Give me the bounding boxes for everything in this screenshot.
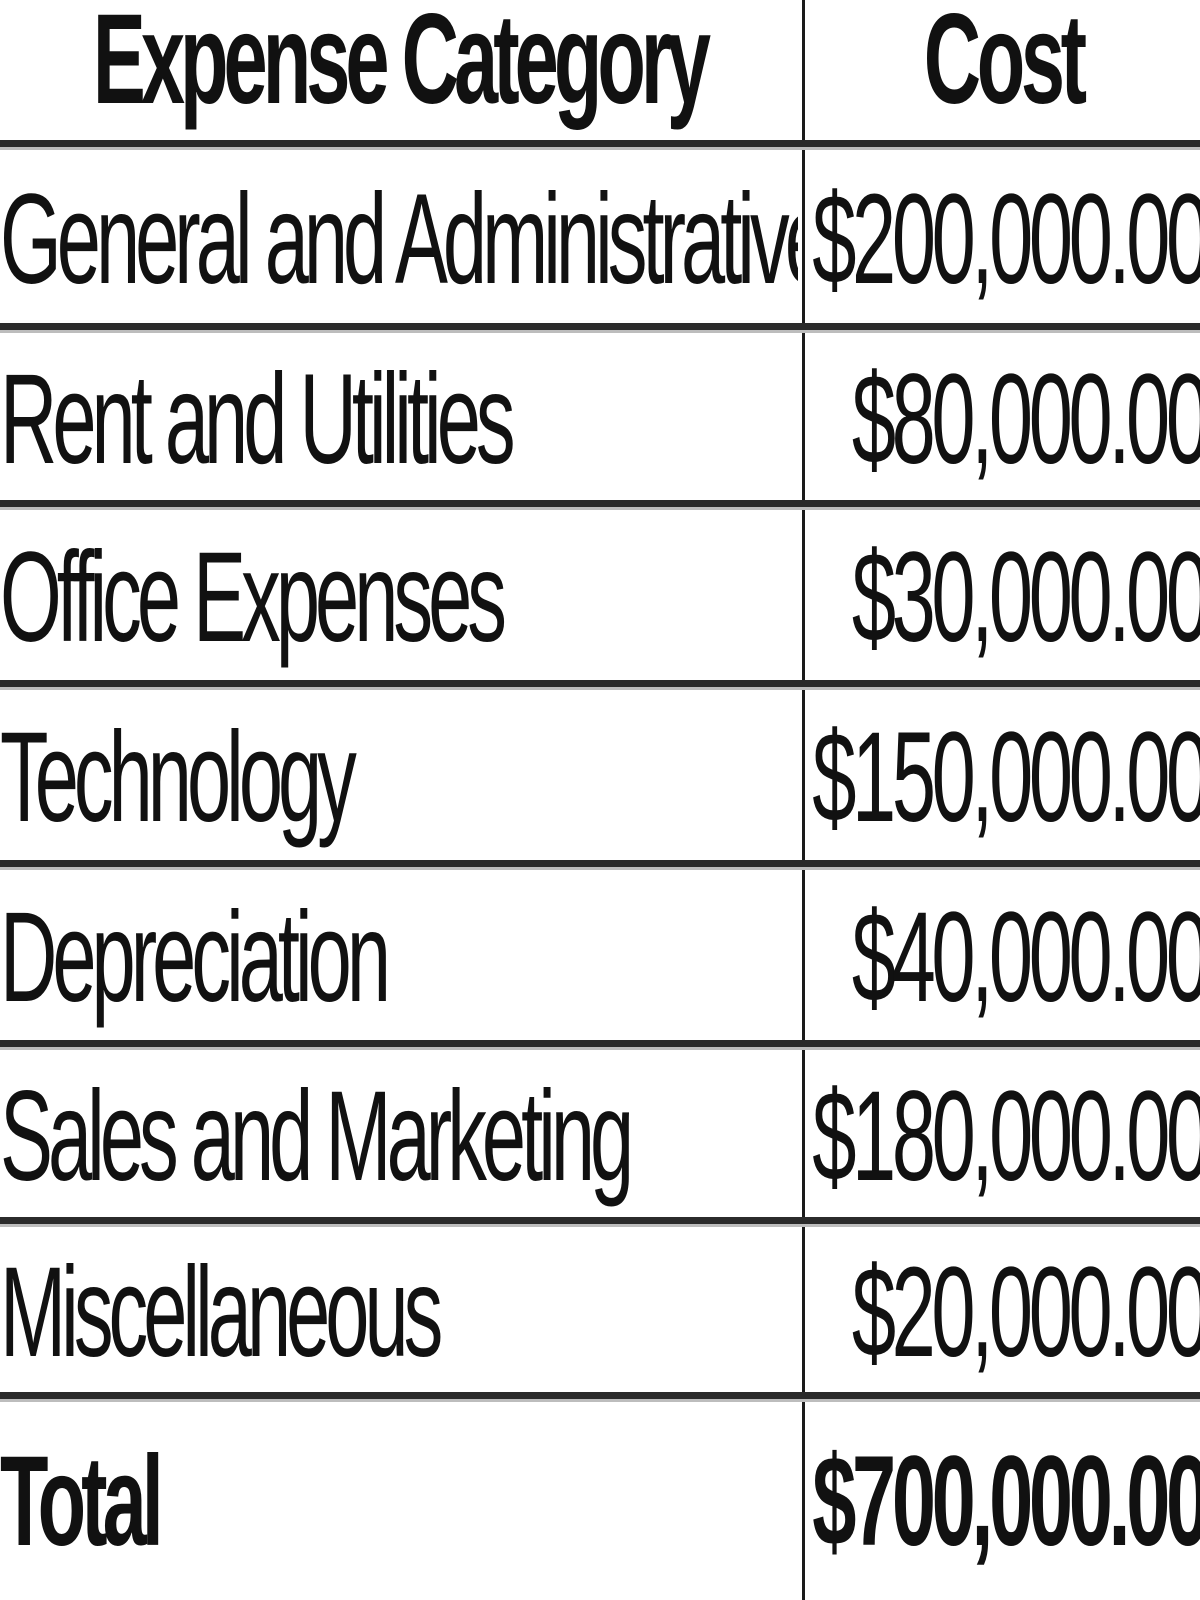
table-row: Miscellaneous $20,000.00 [0, 1227, 1200, 1397]
row-cost: $30,000.00 [852, 526, 1200, 669]
row-category: General and Administrative [0, 167, 798, 311]
row-cost: $20,000.00 [852, 1240, 1200, 1384]
row-cost: $200,000.00 [812, 167, 1200, 311]
header-expense-category: Expense Category [92, 0, 710, 131]
row-cost: $180,000.00 [812, 1064, 1200, 1208]
total-label: Total [0, 1429, 164, 1573]
total-cost: $700,000.00 [812, 1429, 1200, 1573]
row-rule [0, 500, 1200, 510]
total-rule [0, 1392, 1200, 1402]
row-category: Technology [0, 706, 357, 849]
table-row: Rent and Utilities $80,000.00 [0, 333, 1200, 505]
column-divider [802, 0, 805, 1600]
header-cost: Cost [923, 0, 1087, 131]
table-row: Depreciation $40,000.00 [0, 870, 1200, 1045]
table-row: Office Expenses $30,000.00 [0, 510, 1200, 685]
row-rule [0, 1040, 1200, 1050]
table-row: General and Administrative $200,000.00 [0, 150, 1200, 328]
row-category: Office Expenses [0, 526, 507, 669]
row-category: Sales and Marketing [0, 1064, 634, 1208]
table-row: Sales and Marketing $180,000.00 [0, 1050, 1200, 1222]
header-rule [0, 140, 1200, 150]
row-category: Miscellaneous [0, 1240, 443, 1384]
row-cost: $40,000.00 [852, 886, 1200, 1029]
row-rule [0, 860, 1200, 870]
row-rule [0, 1217, 1200, 1227]
row-category: Rent and Utilities [0, 347, 516, 491]
table-row: Technology $150,000.00 [0, 690, 1200, 865]
row-cost: $150,000.00 [812, 706, 1200, 849]
row-cost: $80,000.00 [852, 347, 1200, 491]
total-row: Total $700,000.00 [0, 1402, 1200, 1600]
row-category: Depreciation [0, 886, 391, 1029]
row-rule [0, 323, 1200, 333]
row-rule [0, 680, 1200, 690]
table-header-row: Expense Category Cost [0, 0, 1200, 140]
